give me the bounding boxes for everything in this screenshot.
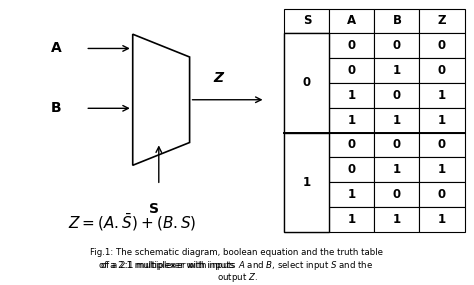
Bar bbox=[374, 83, 419, 108]
Text: 1: 1 bbox=[393, 64, 401, 77]
Bar bbox=[419, 207, 465, 232]
Bar bbox=[329, 207, 374, 232]
Bar bbox=[419, 83, 465, 108]
Bar bbox=[284, 108, 329, 133]
Text: 0: 0 bbox=[348, 139, 356, 151]
Text: Fig.1: The schematic diagram, boolean equation and the truth table: Fig.1: The schematic diagram, boolean eq… bbox=[91, 248, 383, 257]
Bar bbox=[374, 33, 419, 58]
Text: 0: 0 bbox=[438, 188, 446, 201]
Text: 0: 0 bbox=[303, 76, 311, 89]
Text: 1: 1 bbox=[348, 188, 356, 201]
Text: 0: 0 bbox=[438, 139, 446, 151]
Text: 0: 0 bbox=[393, 139, 401, 151]
Bar bbox=[284, 33, 329, 133]
Bar bbox=[329, 157, 374, 182]
Bar bbox=[419, 182, 465, 207]
Text: 1: 1 bbox=[438, 114, 446, 127]
Text: 0: 0 bbox=[393, 188, 401, 201]
Text: 0: 0 bbox=[348, 39, 356, 52]
Text: 1: 1 bbox=[348, 89, 356, 102]
Bar bbox=[329, 33, 374, 58]
Bar bbox=[374, 58, 419, 83]
Bar bbox=[374, 108, 419, 133]
Text: 1: 1 bbox=[303, 176, 311, 189]
Text: A: A bbox=[51, 41, 62, 56]
Text: 0: 0 bbox=[393, 39, 401, 52]
Text: 1: 1 bbox=[348, 114, 356, 127]
Bar bbox=[284, 157, 329, 182]
Bar bbox=[419, 9, 465, 33]
Bar bbox=[284, 83, 329, 108]
Text: 0: 0 bbox=[393, 89, 401, 102]
Text: A: A bbox=[347, 15, 356, 27]
Bar bbox=[374, 9, 419, 33]
Bar bbox=[329, 108, 374, 133]
Bar bbox=[284, 33, 329, 58]
Text: 1: 1 bbox=[393, 114, 401, 127]
Bar bbox=[374, 182, 419, 207]
Bar bbox=[419, 157, 465, 182]
Text: S: S bbox=[303, 15, 311, 27]
Bar bbox=[329, 9, 374, 33]
Text: B: B bbox=[51, 101, 62, 115]
Bar bbox=[284, 182, 329, 207]
Text: of a 2:1 multiplexer with inputs $\mathbf{\mathit{A}}$ and $\mathbf{\mathit{B}}$: of a 2:1 multiplexer with inputs $\mathb… bbox=[100, 259, 374, 272]
Bar bbox=[374, 207, 419, 232]
Bar bbox=[419, 33, 465, 58]
Text: 0: 0 bbox=[438, 64, 446, 77]
Text: 1: 1 bbox=[438, 163, 446, 176]
Bar bbox=[374, 157, 419, 182]
Text: 0: 0 bbox=[348, 163, 356, 176]
Text: Z: Z bbox=[213, 72, 223, 86]
Text: 1: 1 bbox=[348, 213, 356, 226]
Bar bbox=[329, 83, 374, 108]
Text: 1: 1 bbox=[393, 163, 401, 176]
Text: 1: 1 bbox=[393, 213, 401, 226]
Text: 0: 0 bbox=[348, 64, 356, 77]
Bar bbox=[329, 58, 374, 83]
Bar bbox=[419, 58, 465, 83]
Text: 0: 0 bbox=[438, 39, 446, 52]
Bar bbox=[329, 133, 374, 157]
Text: output $\mathbf{\mathit{Z}}$.: output $\mathbf{\mathit{Z}}$. bbox=[217, 271, 257, 284]
Bar bbox=[329, 182, 374, 207]
Bar bbox=[284, 9, 329, 33]
Text: 1: 1 bbox=[438, 213, 446, 226]
Text: B: B bbox=[392, 15, 401, 27]
Bar bbox=[374, 133, 419, 157]
Bar bbox=[284, 58, 329, 83]
Bar bbox=[284, 133, 329, 157]
Text: of a 2:1 multiplexer with inputs: of a 2:1 multiplexer with inputs bbox=[99, 261, 237, 270]
Bar bbox=[284, 207, 329, 232]
Text: 1: 1 bbox=[438, 89, 446, 102]
Text: S: S bbox=[149, 202, 159, 216]
Bar bbox=[419, 108, 465, 133]
Text: Z: Z bbox=[438, 15, 446, 27]
Bar bbox=[284, 133, 329, 232]
Text: $Z = \left(A.\bar{S}\right) + \left(B.S\right)$: $Z = \left(A.\bar{S}\right) + \left(B.S\… bbox=[68, 212, 197, 233]
Bar bbox=[419, 133, 465, 157]
